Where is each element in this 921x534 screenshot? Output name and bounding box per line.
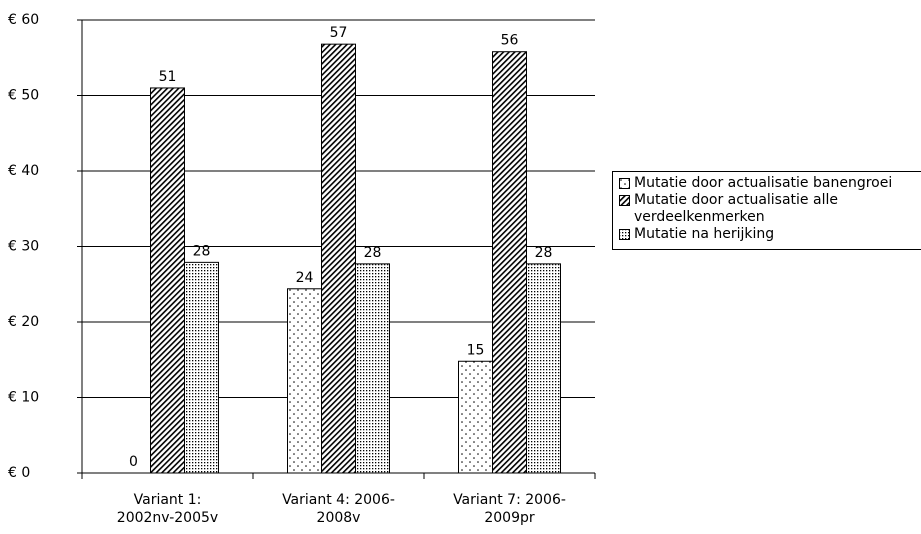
- legend-swatch-fill: [619, 195, 630, 206]
- bar: [355, 263, 390, 474]
- value-label: 28: [193, 243, 211, 259]
- bar: [321, 43, 356, 474]
- x-tick-label: 2008v: [317, 510, 361, 526]
- legend-item: Mutatie door actualisatie alle verdeelke…: [619, 192, 921, 226]
- legend-swatch: [619, 178, 630, 189]
- y-tick-label: € 50: [8, 88, 39, 104]
- value-label: 15: [467, 342, 485, 358]
- y-tick-label: € 60: [8, 12, 39, 28]
- legend-swatch: [619, 229, 630, 240]
- legend-label: Mutatie door actualisatie banengroei: [634, 175, 893, 191]
- y-tick-label: € 0: [8, 465, 30, 481]
- legend-swatch-fill: [619, 178, 630, 189]
- bar: [492, 51, 527, 474]
- bar: [150, 87, 185, 474]
- x-tick-label: Variant 1:: [134, 492, 202, 508]
- y-tick-label: € 10: [8, 390, 39, 406]
- x-tick-label: Variant 7: 2006-: [453, 492, 566, 508]
- y-tick-label: € 30: [8, 239, 39, 255]
- bar: [458, 360, 493, 474]
- bar: [526, 263, 561, 474]
- value-label: 24: [296, 270, 314, 286]
- legend-label: Mutatie na herijking: [634, 226, 775, 242]
- legend: Mutatie door actualisatie banengroei Muta…: [612, 171, 921, 250]
- x-tick-label: Variant 4: 2006-: [282, 492, 395, 508]
- legend-item: Mutatie door actualisatie banengroei: [619, 175, 921, 192]
- value-label: 56: [501, 33, 519, 49]
- legend-swatch: [619, 195, 630, 206]
- value-label: 28: [535, 245, 553, 261]
- value-label: 28: [364, 245, 382, 261]
- legend-label: Mutatie door actualisatie alle verdeelke…: [634, 192, 838, 225]
- bar: [184, 261, 219, 474]
- value-label: 51: [159, 69, 177, 85]
- value-label: 0: [129, 454, 138, 470]
- bar: [287, 288, 322, 474]
- legend-item: Mutatie na herijking: [619, 226, 921, 243]
- value-label: 57: [330, 25, 348, 41]
- x-tick-label: 2002nv-2005v: [117, 510, 218, 526]
- legend-swatch-fill: [619, 229, 630, 240]
- x-tick-label: 2009pr: [484, 510, 535, 526]
- y-tick-label: € 40: [8, 163, 39, 179]
- y-tick-label: € 20: [8, 314, 39, 330]
